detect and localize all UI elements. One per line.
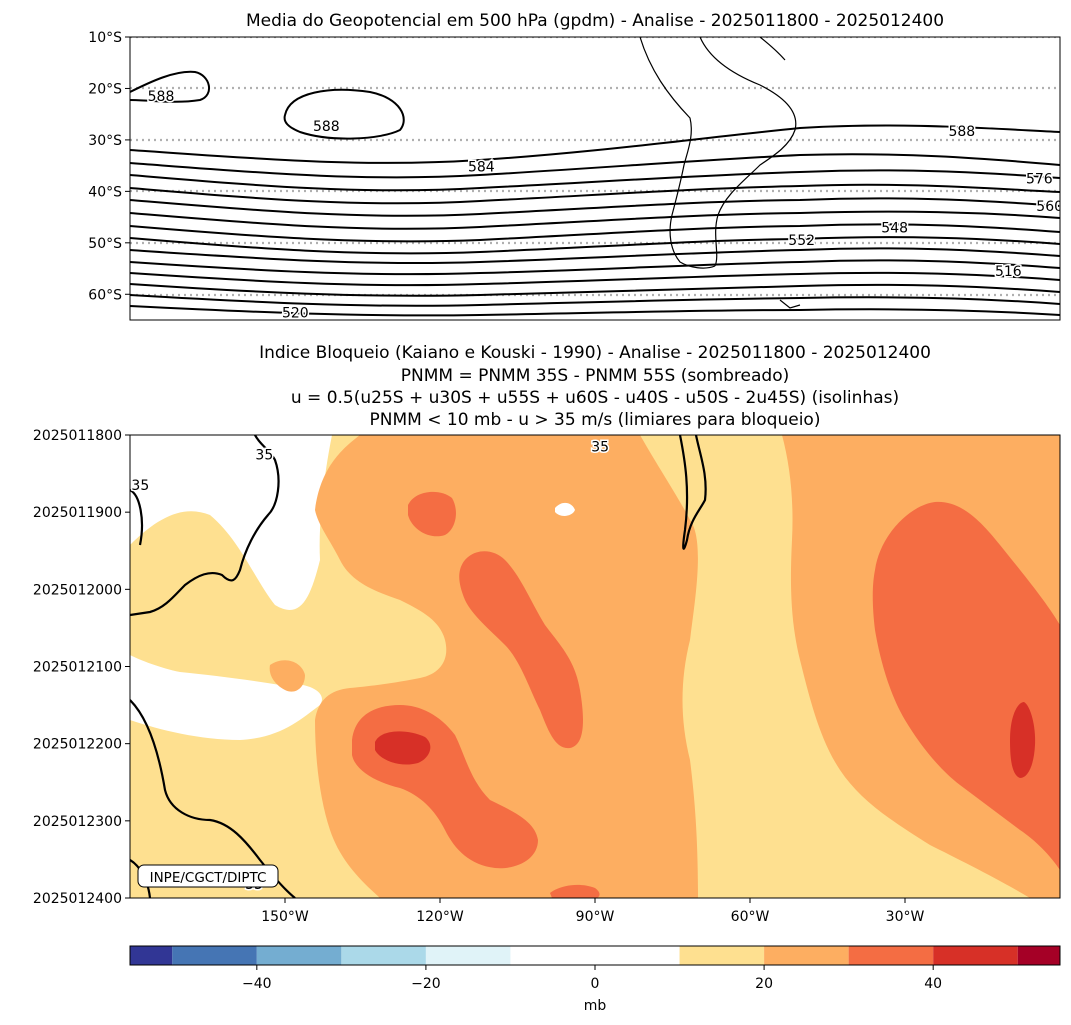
top-contour-label: 520 [282, 305, 309, 321]
top-y-tick-label: 30°S [88, 133, 122, 149]
bottom-x-tick-label: 90°W [576, 909, 615, 925]
colorbar-cell [130, 946, 173, 965]
top-y-tick-label: 10°S [88, 30, 122, 46]
colorbar-cell [1017, 946, 1060, 965]
colorbar-tick-label: 20 [755, 976, 773, 992]
bottom-title-line-3: u = 0.5(u25S + u30S + u55S + u60S - u40S… [291, 388, 899, 408]
top-y-tick-label: 50°S [88, 236, 122, 252]
bottom-title: Indice Bloqueio (Kaiano e Kouski - 1990)… [259, 343, 931, 430]
top-axes-frame [129, 36, 1061, 321]
colorbar-tick-label: −40 [242, 976, 272, 992]
colorbar-cell [341, 946, 426, 965]
bottom-title-line-1: Indice Bloqueio (Kaiano e Kouski - 1990)… [259, 343, 931, 363]
colorbar-cell [848, 946, 934, 965]
bottom-x-tick-label: 120°W [416, 909, 464, 925]
colorbar-cell [172, 946, 257, 965]
colorbar-cell [679, 946, 765, 965]
watermark-box: INPE/CGCT/DIPTC [137, 864, 279, 888]
colorbar-tick-label: 0 [591, 976, 600, 992]
bottom-contour-label: 35 [255, 447, 273, 463]
bottom-y-tick-label: 2025012000 [33, 582, 122, 598]
top-y-tick-label: 60°S [88, 287, 122, 303]
bottom-x-tick-label: 30°W [886, 909, 925, 925]
colorbar-cell [256, 946, 342, 965]
top-contour-label: 560 [1036, 199, 1063, 215]
top-contour-labels: 588 588 584 588 576 560 548 552 516 520 [146, 88, 1063, 321]
watermark-text: INPE/CGCT/DIPTC [150, 870, 267, 886]
bottom-y-tick-label: 2025012300 [33, 814, 122, 830]
colorbar-cell [933, 946, 1018, 965]
colorbar-label: mb [584, 998, 607, 1014]
top-contour-label: 576 [1026, 172, 1053, 188]
bottom-y-tick-label: 2025012400 [33, 891, 122, 907]
top-contour-label: 588 [948, 124, 975, 140]
top-contour-label: 584 [468, 160, 495, 176]
top-gridlines [130, 37, 1060, 297]
colorbar-cell [764, 946, 849, 965]
bottom-title-line-2: PNMM = PNMM 35S - PNMM 55S (sombreado) [401, 366, 790, 386]
top-contour-label: 552 [788, 233, 815, 249]
colorbar-tick-label: 40 [924, 976, 942, 992]
top-y-axis: 10°S 20°S 30°S 40°S 50°S 60°S [88, 30, 130, 303]
bottom-x-tick-label: 60°W [731, 909, 770, 925]
bottom-x-tick-label: 150°W [261, 909, 309, 925]
top-contour-label: 588 [313, 119, 340, 135]
top-contour-label: 548 [881, 220, 908, 236]
top-contour-label: 516 [995, 264, 1022, 280]
colorbar-cell [510, 946, 680, 965]
bottom-y-tick-label: 2025012200 [33, 737, 122, 753]
pnmm-shading [130, 435, 1060, 898]
bottom-x-axis: 150°W 120°W 90°W 60°W 30°W [261, 898, 924, 925]
bottom-panel: Indice Bloqueio (Kaiano e Kouski - 1990)… [33, 343, 1061, 925]
top-panel: Media do Geopotencial em 500 hPa (gpdm) … [88, 11, 1063, 321]
bottom-contour-label: 35 [131, 478, 149, 494]
bottom-y-axis: 2025011800 2025011900 2025012000 2025012100… [33, 428, 130, 907]
bottom-y-tick-label: 2025011900 [33, 505, 122, 521]
top-y-tick-label: 20°S [88, 81, 122, 97]
colorbar-tick-label: −20 [411, 976, 441, 992]
colorbar-cell [425, 946, 511, 965]
top-y-tick-label: 40°S [88, 184, 122, 200]
bottom-y-tick-label: 2025011800 [33, 428, 122, 444]
top-contour-label: 588 [148, 89, 175, 105]
top-title: Media do Geopotencial em 500 hPa (gpdm) … [246, 11, 944, 31]
bottom-title-line-4: PNMM < 10 mb - u > 35 m/s (limiares para… [370, 410, 821, 430]
geopotential-contours [130, 70, 1060, 317]
bottom-contour-label: 35 [591, 440, 609, 456]
bottom-y-tick-label: 2025012100 [33, 660, 122, 676]
colorbar: −40 −20 0 20 40 mb [129, 945, 1061, 1014]
